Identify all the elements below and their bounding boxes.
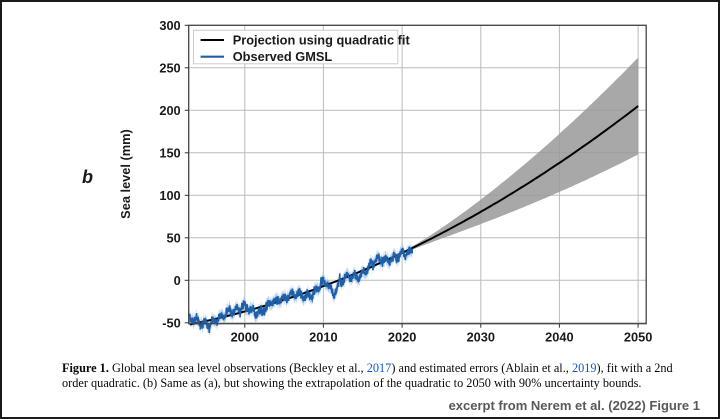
svg-text:100: 100: [159, 188, 180, 203]
svg-text:200: 200: [159, 103, 180, 118]
svg-text:Projection using quadratic fit: Projection using quadratic fit: [233, 32, 411, 47]
svg-text:2030: 2030: [467, 330, 495, 345]
svg-text:2050: 2050: [624, 330, 652, 345]
svg-text:Sea level (mm): Sea level (mm): [118, 129, 133, 219]
svg-text:2020: 2020: [388, 330, 416, 345]
svg-text:300: 300: [159, 18, 180, 33]
svg-text:150: 150: [159, 145, 180, 160]
svg-text:2000: 2000: [231, 330, 259, 345]
svg-text:b: b: [82, 167, 93, 187]
svg-text:50: 50: [166, 230, 180, 245]
svg-text:2010: 2010: [309, 330, 337, 345]
svg-text:2040: 2040: [545, 330, 573, 345]
svg-text:Observed GMSL: Observed GMSL: [233, 49, 333, 64]
svg-text:250: 250: [159, 60, 180, 75]
svg-text:0: 0: [174, 273, 181, 288]
svg-text:-50: -50: [162, 315, 181, 330]
